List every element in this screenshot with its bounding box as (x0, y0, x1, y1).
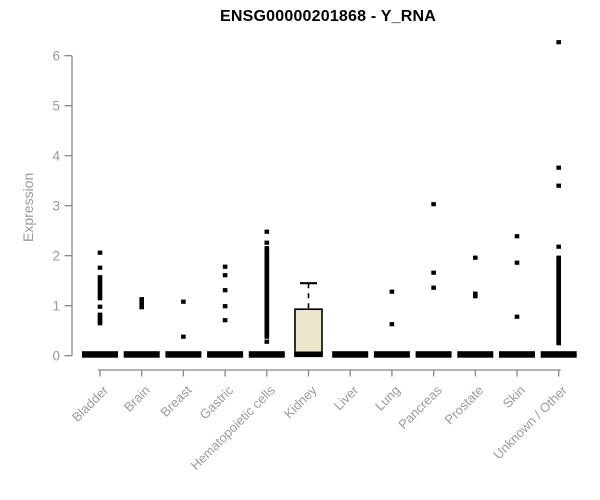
outlier-point (222, 318, 228, 323)
outlier-point (264, 334, 270, 339)
y-tick-label: 4 (52, 148, 60, 163)
y-axis-title: Expression (20, 172, 36, 242)
outlier-point (97, 289, 103, 294)
outlier-point (556, 183, 561, 188)
outlier-point (181, 334, 186, 339)
outlier-point (97, 315, 103, 320)
outlier-point (139, 301, 144, 306)
outlier-point (97, 321, 103, 326)
outlier-point (97, 282, 103, 287)
outlier-point (389, 322, 395, 327)
x-tick-label: Lung (372, 383, 403, 414)
outlier-point (181, 299, 186, 304)
outlier-point (556, 165, 561, 170)
outlier-point (264, 229, 270, 234)
x-tick-label: Bladder (69, 382, 112, 425)
x-tick-label: Prostate (442, 383, 487, 428)
outlier-point (431, 202, 436, 207)
collapsed-box-bar (499, 351, 535, 358)
outlier-point (97, 265, 103, 270)
outlier-point (222, 273, 228, 278)
outlier-point (222, 288, 228, 293)
outlier-point (97, 275, 103, 280)
outlier-point (139, 297, 144, 302)
outlier-point (97, 285, 103, 290)
outlier-point (389, 289, 395, 294)
x-tick-label: Breast (157, 382, 194, 419)
collapsed-box-bar (207, 351, 244, 358)
collapsed-box-bar (373, 351, 410, 358)
x-tick-label: Brain (121, 383, 153, 415)
collapsed-box-bar (415, 351, 452, 358)
x-tick-label: Gastric (197, 382, 237, 422)
outlier-point (431, 285, 436, 290)
collapsed-box-bar (248, 351, 285, 358)
collapsed-box-bar (165, 351, 202, 358)
outlier-point (139, 305, 144, 310)
outlier-point (264, 240, 270, 245)
outlier-point (264, 339, 270, 344)
outlier-point (514, 234, 520, 239)
outlier-point (514, 314, 520, 319)
collapsed-box-bar (123, 351, 160, 358)
collapsed-box-bar (457, 351, 494, 358)
outlier-point (97, 292, 103, 297)
outlier-point (473, 291, 478, 296)
median-line (294, 351, 323, 358)
box (294, 308, 323, 357)
outlier-point (222, 264, 228, 269)
outlier-point (264, 246, 270, 251)
y-tick-label: 2 (52, 248, 60, 263)
y-tick-label: 0 (52, 348, 60, 363)
x-tick-label: Pancreas (395, 382, 445, 432)
outlier-point (222, 304, 228, 309)
x-tick-label: Liver (331, 382, 362, 413)
outlier-point (97, 250, 103, 255)
outlier-point (97, 318, 103, 323)
outlier-point (97, 312, 103, 317)
chart-title: ENSG00000201868 - Y_RNA (220, 8, 436, 25)
outlier-point (97, 304, 103, 309)
outlier-point (473, 255, 478, 260)
outlier-point (97, 278, 103, 283)
outlier-point (514, 260, 520, 265)
y-tick-label: 6 (52, 48, 60, 63)
outlier-point (556, 244, 561, 249)
collapsed-box-bar (82, 351, 118, 358)
x-tick-label: Kidney (281, 382, 320, 421)
collapsed-box-bar (540, 351, 577, 358)
outlier-point (473, 294, 478, 299)
outlier-point (556, 40, 561, 45)
y-tick-label: 1 (52, 298, 60, 313)
outlier-point (97, 296, 103, 301)
x-tick-label: Skin (500, 383, 528, 411)
y-tick-label: 3 (52, 198, 60, 213)
outlier-point (556, 341, 561, 346)
outlier-point (431, 270, 436, 275)
collapsed-box-bar (332, 351, 369, 358)
x-tick-label: Unknown / Other (490, 382, 570, 462)
y-tick-label: 5 (52, 98, 60, 113)
